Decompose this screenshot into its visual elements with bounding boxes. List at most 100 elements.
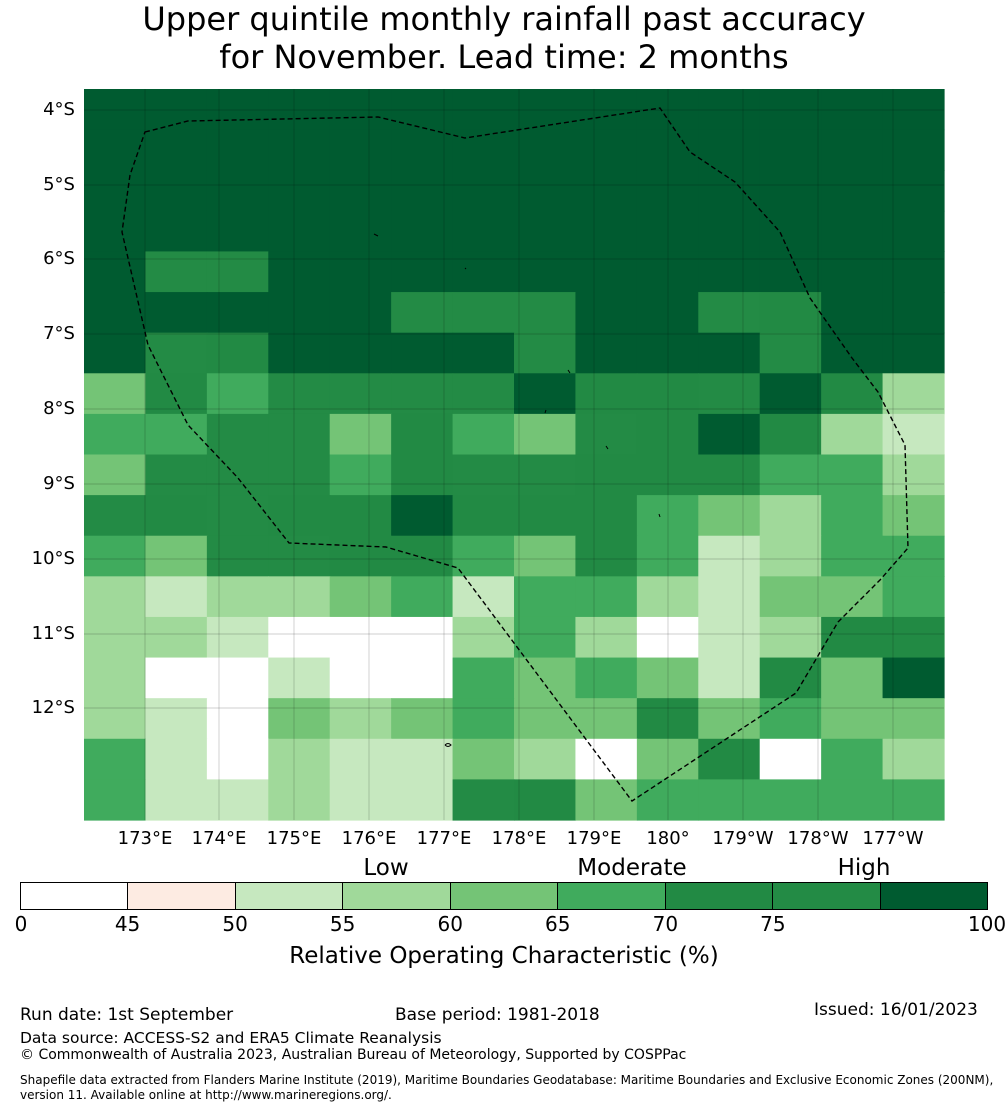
grid-cell xyxy=(514,698,577,740)
grid-cell xyxy=(759,495,822,537)
grid-cell xyxy=(145,454,208,496)
island-shape xyxy=(444,743,452,747)
latitude-label: 9°S xyxy=(43,473,75,494)
grid-cell xyxy=(698,373,761,415)
grid-cell xyxy=(636,210,699,253)
grid-cell xyxy=(268,535,331,577)
grid-cell xyxy=(575,373,638,415)
grid-cell xyxy=(329,738,392,780)
base-period: Base period: 1981-2018 xyxy=(395,1005,600,1025)
grid-cell xyxy=(329,535,392,577)
grid-cell xyxy=(575,738,638,780)
grid-cell xyxy=(84,779,147,821)
grid-cell xyxy=(882,170,945,212)
grid-cell xyxy=(698,332,761,374)
grid-cell xyxy=(452,698,515,740)
grid-cell xyxy=(882,698,945,740)
longitude-label: 175°E xyxy=(266,828,322,849)
grid-cell xyxy=(882,89,945,131)
longitude-label: 177°E xyxy=(416,828,472,849)
grid-cell xyxy=(452,129,515,171)
grid-cell xyxy=(329,89,392,131)
grid-cell xyxy=(268,779,331,821)
grid-cell xyxy=(206,495,269,537)
latitude-label: 11°S xyxy=(31,623,75,644)
grid-cell xyxy=(821,332,884,374)
grid-cell xyxy=(206,251,269,293)
grid-cell xyxy=(84,576,147,618)
grid-cell xyxy=(145,698,208,740)
longitude-label: 177°W xyxy=(862,828,924,849)
grid-cell xyxy=(821,738,884,780)
grid-cell xyxy=(636,616,699,659)
category-moderate-label: Moderate xyxy=(577,855,687,881)
grid-cell xyxy=(268,495,331,537)
grid-cell xyxy=(452,89,515,131)
grid-cell xyxy=(514,738,577,780)
grid-cell xyxy=(636,332,699,374)
grid-cell xyxy=(391,251,454,293)
grid-cell xyxy=(145,657,208,699)
grid-cell xyxy=(329,657,392,699)
grid-cell xyxy=(84,657,147,699)
island-shape xyxy=(544,409,547,414)
grid-cell xyxy=(84,170,147,212)
grid-cell xyxy=(575,170,638,212)
grid-cell xyxy=(821,495,884,537)
grid-cell xyxy=(759,738,822,780)
grid-cell xyxy=(575,698,638,740)
grid-cell xyxy=(268,616,331,659)
shapefile-credit: Shapefile data extracted from Flanders M… xyxy=(20,1073,994,1102)
grid-cell xyxy=(452,332,515,374)
grid-cell xyxy=(636,413,699,456)
grid-cell xyxy=(698,495,761,537)
grid-cell xyxy=(882,576,945,618)
grid-cell xyxy=(514,535,577,577)
grid-cell xyxy=(514,373,577,415)
grid-cell xyxy=(759,779,822,821)
grid-cell xyxy=(821,373,884,415)
grid-cell xyxy=(514,129,577,171)
grid-cell xyxy=(391,495,454,537)
grid-cell xyxy=(821,251,884,293)
island-shape xyxy=(605,445,609,450)
island-shape xyxy=(658,513,661,518)
grid-cell xyxy=(698,292,761,334)
grid-cell xyxy=(759,332,822,374)
grid-cell xyxy=(452,210,515,253)
grid-cell xyxy=(329,413,392,456)
grid-cell xyxy=(759,373,822,415)
longitude-label: 174°E xyxy=(191,828,247,849)
grid-cell xyxy=(452,576,515,618)
colorbar-tick-label: 70 xyxy=(652,912,679,936)
grid-cell xyxy=(882,373,945,415)
grid-cell xyxy=(206,738,269,780)
colorbar-segment xyxy=(21,883,129,909)
grid-cell xyxy=(821,616,884,659)
grid-cell xyxy=(145,292,208,334)
colorbar-segment xyxy=(235,883,344,909)
map-gridlines xyxy=(84,89,944,820)
grid-cell xyxy=(636,698,699,740)
colorbar-segment xyxy=(880,883,987,909)
grid-cell xyxy=(575,535,638,577)
grid-cell xyxy=(268,738,331,780)
grid-cell xyxy=(206,535,269,577)
grid-cell xyxy=(329,616,392,659)
grid-cell xyxy=(698,657,761,699)
grid-cell xyxy=(329,576,392,618)
grid-cell xyxy=(882,454,945,496)
grid-cell xyxy=(206,210,269,253)
grid-cell xyxy=(759,576,822,618)
grid-cell xyxy=(821,657,884,699)
grid-cell xyxy=(84,89,147,131)
grid-cell xyxy=(575,454,638,496)
colorbar-segment xyxy=(773,883,881,909)
grid-cell xyxy=(329,332,392,374)
grid-cell xyxy=(391,129,454,171)
grid-cell xyxy=(84,292,147,334)
grid-cell xyxy=(206,129,269,171)
grid-cell xyxy=(145,210,208,253)
grid-cell xyxy=(514,576,577,618)
longitude-label: 176°E xyxy=(341,828,397,849)
